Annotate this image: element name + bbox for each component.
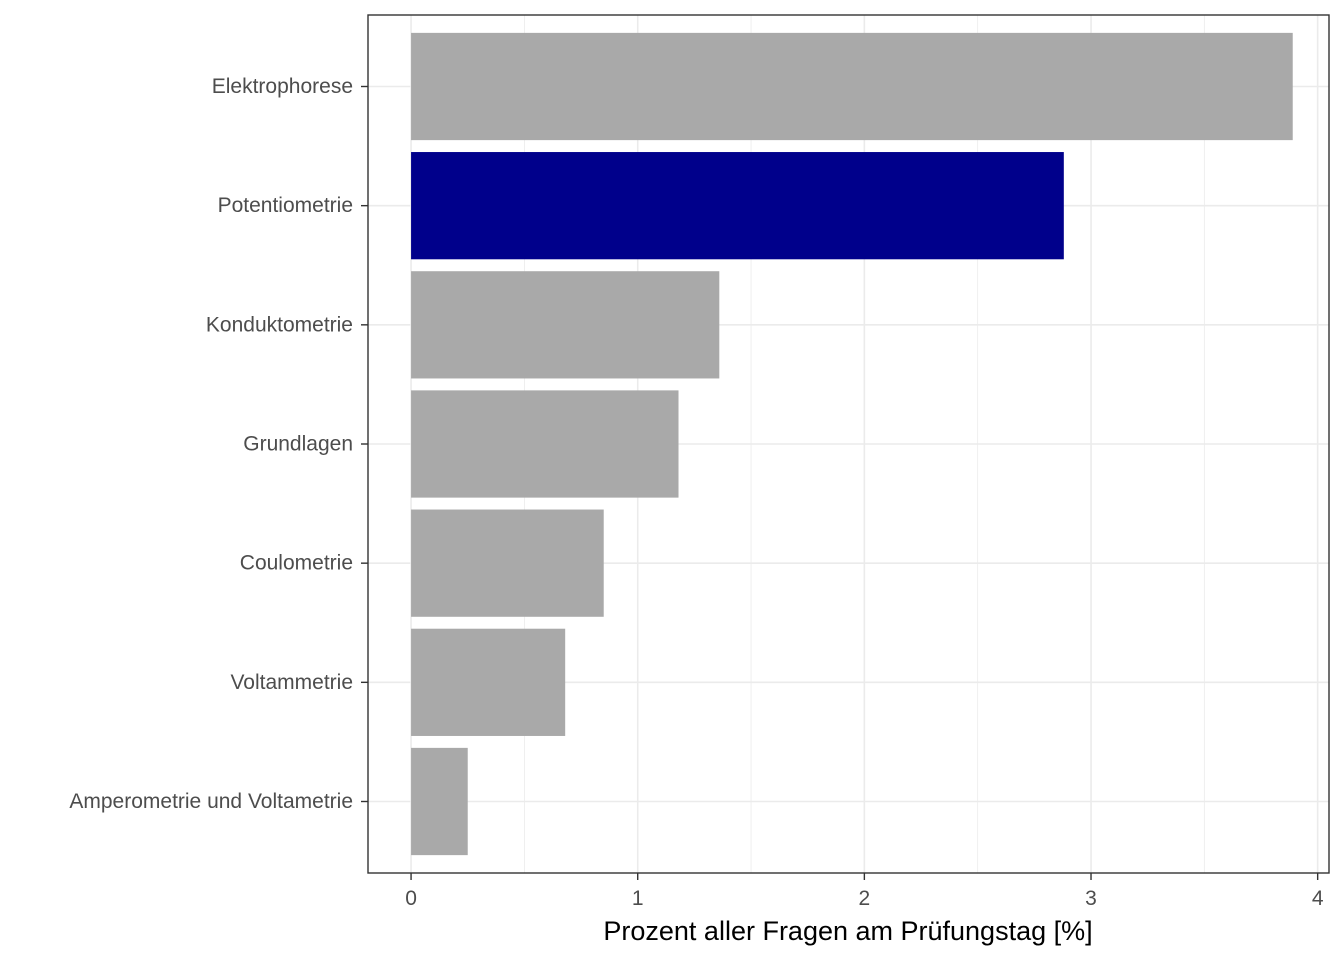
bar-amperometrie-und-voltametrie [411,747,468,856]
y-tick-label: Amperometrie und Voltametrie [69,790,353,813]
bar-konduktometrie [411,271,720,379]
x-tick-label: 4 [1312,887,1324,910]
x-tick-label: 2 [859,887,871,910]
bar-coulometrie [411,509,604,617]
bar-elektrophorese [411,32,1293,141]
y-tick-label: Coulometrie [240,552,353,575]
x-axis-title: Prozent aller Fragen am Prüfungstag [%] [603,916,1092,946]
y-axis: Elektrophorese Potentiometrie Konduktometr… [69,75,368,813]
bar-potentiometrie [411,152,1064,260]
bars [411,32,1293,856]
bar-grundlagen [411,390,679,498]
y-tick-label: Voltammetrie [230,671,353,694]
x-tick-label: 0 [405,887,417,910]
x-tick-label: 3 [1085,887,1097,910]
y-tick-label: Grundlagen [243,433,353,456]
x-axis: 0 1 2 3 4 [405,873,1324,910]
x-tick-label: 1 [632,887,644,910]
y-tick-label: Potentiometrie [218,194,353,217]
bar-voltammetrie [411,628,566,736]
y-tick-label: Konduktometrie [206,313,353,336]
y-tick-label: Elektrophorese [212,75,353,98]
